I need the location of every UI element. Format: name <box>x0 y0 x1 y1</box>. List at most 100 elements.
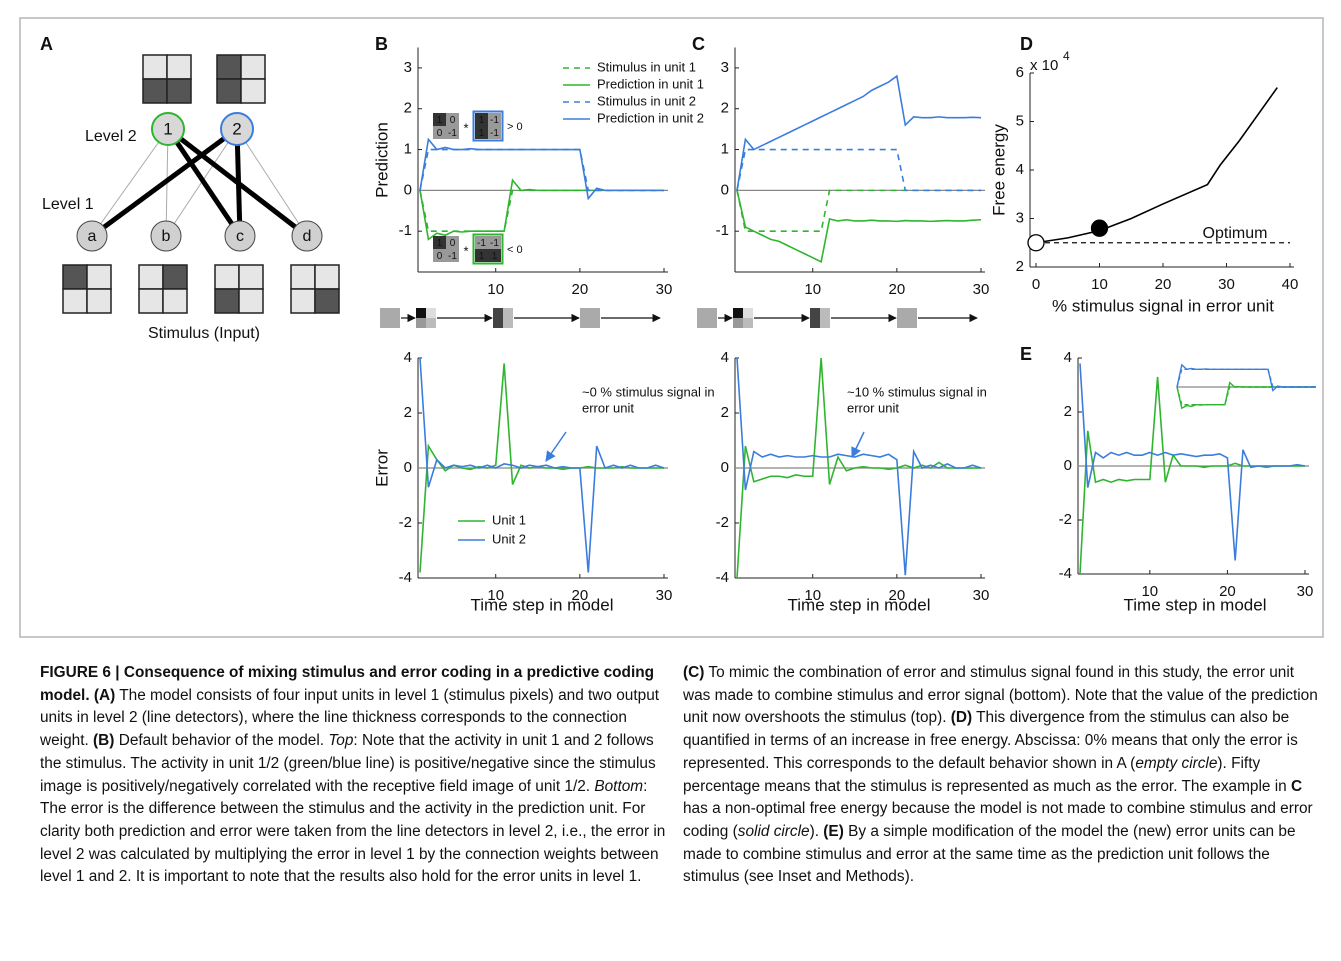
output-node-label: 2 <box>232 119 241 138</box>
receptive-field-pixel <box>166 54 192 80</box>
matrix-value: 1 <box>492 251 498 262</box>
y-axis-label: Error <box>372 449 391 487</box>
figure-frame <box>19 17 1324 638</box>
stimulus-pixel <box>238 288 264 314</box>
x-tick-label: 30 <box>973 587 990 604</box>
input-node <box>150 220 182 252</box>
data-line <box>419 357 665 573</box>
marker <box>1027 234 1045 252</box>
optimum-label: Optimum <box>1203 225 1268 242</box>
dashed-line <box>419 189 664 232</box>
caption-text: : The error is the difference between th… <box>40 777 666 886</box>
x-tick-label: 30 <box>973 281 990 298</box>
x-axis-label: % stimulus signal in error unit <box>1052 296 1274 315</box>
matrix-value: 1 <box>479 115 485 126</box>
stimulus-pixel <box>86 288 112 314</box>
caption-text: has a non-optimal free energy because th… <box>683 800 1313 840</box>
y-tick-label: 0 <box>404 181 412 198</box>
y-tick-label: 4 <box>404 349 412 366</box>
caption-text: C <box>1290 777 1303 795</box>
weak-connection <box>91 128 169 237</box>
input-node <box>224 220 256 252</box>
caption-left: FIGURE 6 | Consequence of mixing stimulu… <box>40 662 668 889</box>
input-node-label: a <box>88 228 97 245</box>
annotation: ~10 % stimulus signal in <box>847 384 987 399</box>
legend-label: Stimulus in unit 2 <box>597 93 696 108</box>
stimulus-pixel <box>138 288 164 314</box>
caption-text: empty circle <box>1135 754 1218 772</box>
matrix-value: 1 <box>437 238 443 249</box>
matrix-cell <box>433 126 446 139</box>
y-tick-label: -2 <box>399 514 412 531</box>
timeline-frame <box>380 308 400 328</box>
matrix-cell <box>475 126 488 139</box>
timeline-frame <box>416 308 426 318</box>
caption-text: FIGURE 6 | Consequence of mixing stimulu… <box>40 664 655 704</box>
x-axis-label: Time step in model <box>1124 595 1267 614</box>
receptive-field-pixel <box>216 78 242 104</box>
output-node <box>220 112 254 146</box>
output-node-label: 1 <box>163 119 172 138</box>
stimulus-pixel <box>86 264 112 290</box>
timeline-frame <box>743 308 753 318</box>
matrix-value: 0 <box>450 115 456 126</box>
receptive-field-pixel <box>240 78 266 104</box>
x-tick-label: 20 <box>1219 583 1236 600</box>
y-tick-label: 0 <box>404 459 412 476</box>
matrix-value: -1 <box>448 128 457 139</box>
data-line <box>419 137 664 201</box>
x-tick-label: 20 <box>572 587 589 604</box>
matrix-value: 1 <box>479 128 485 139</box>
timeline-frame <box>416 318 426 328</box>
matrix-cell <box>446 249 459 262</box>
y-tick-label: 4 <box>1064 349 1072 366</box>
matrix-operator: * <box>463 243 468 258</box>
y-tick-label: -2 <box>1059 511 1072 528</box>
stimulus-pixel <box>162 288 188 314</box>
stimulus-pixel <box>62 264 88 290</box>
x-tick-label: 10 <box>804 281 821 298</box>
x-tick-label: 10 <box>804 587 821 604</box>
stimulus-pixel <box>214 264 240 290</box>
stimulus-pixel <box>214 288 240 314</box>
matrix-cell <box>488 126 501 139</box>
matrix-operator: * <box>463 120 468 135</box>
matrix-value: 0 <box>437 251 443 262</box>
timeline-frame <box>733 308 743 318</box>
output-node <box>151 112 185 146</box>
panel-letter: D <box>1020 34 1033 54</box>
y-tick-label: -1 <box>716 222 729 239</box>
timeline-frame <box>820 308 830 328</box>
annotation: error unit <box>582 400 634 415</box>
y-axis-label: Prediction <box>372 122 391 198</box>
axis-multiplier-exponent: 4 <box>1063 49 1070 63</box>
caption-text: (C) <box>683 664 705 681</box>
input-node-label: d <box>303 228 312 245</box>
matrix-cell <box>433 236 446 249</box>
y-tick-label: -4 <box>716 569 729 586</box>
input-node-label: c <box>236 228 244 245</box>
matrix-cell <box>475 236 488 249</box>
legend-label: Stimulus in unit 1 <box>597 59 696 74</box>
timeline-frame <box>733 318 743 328</box>
input-label: Stimulus (Input) <box>148 325 260 342</box>
receptive-field-pixel <box>166 78 192 104</box>
data-line <box>736 357 981 579</box>
caption-text: Top <box>328 732 354 750</box>
panel-letter: C <box>692 34 705 54</box>
legend-label: Unit 2 <box>492 531 526 546</box>
strong-connection <box>90 126 239 239</box>
y-tick-label: 6 <box>1016 64 1024 81</box>
matrix-cell <box>446 236 459 249</box>
x-tick-label: 20 <box>1155 276 1172 293</box>
data-line <box>1079 363 1306 561</box>
timeline-frame <box>810 308 820 328</box>
x-tick-label: 20 <box>572 281 589 298</box>
panel-letter: A <box>40 34 53 54</box>
level-label: Level 1 <box>42 196 94 213</box>
timeline-frame <box>493 308 503 328</box>
axis-multiplier: x 10 <box>1030 57 1058 74</box>
inset-line <box>1176 386 1316 406</box>
y-tick-label: 1 <box>721 141 729 158</box>
